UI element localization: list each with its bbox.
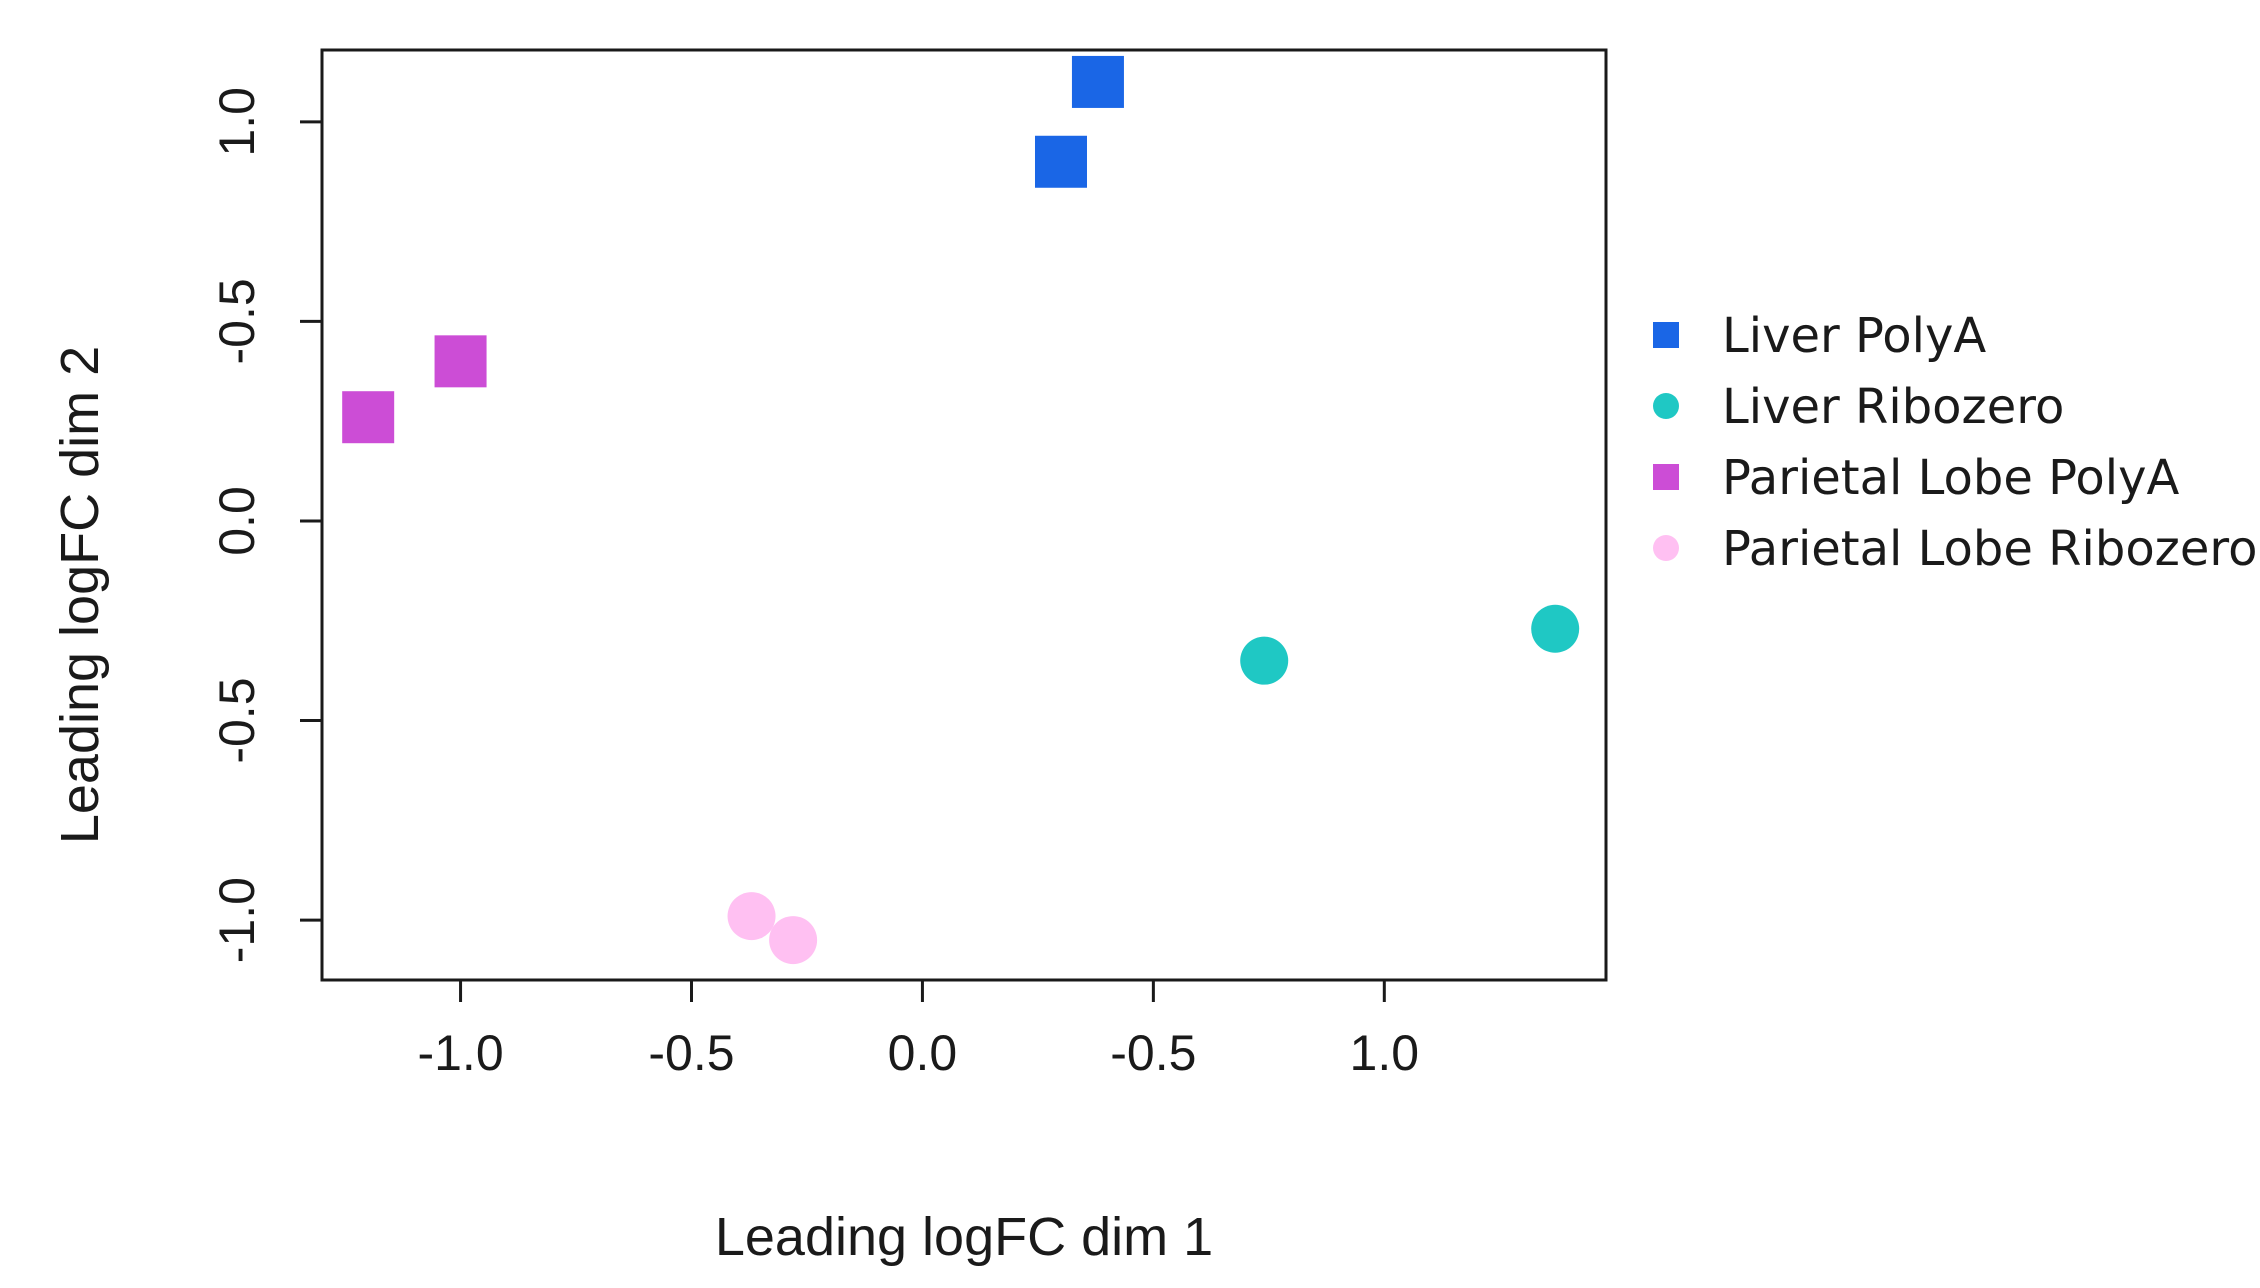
legend: Liver PolyA Liver Ribozero Parietal Lobe P… bbox=[1653, 308, 2257, 577]
x-tick-label: 1.0 bbox=[1350, 1025, 1420, 1081]
x-tick-label: -1.0 bbox=[417, 1025, 503, 1081]
y-tick-label: 1.0 bbox=[209, 87, 265, 157]
y-tick-label: -0.5 bbox=[209, 677, 265, 763]
legend-label: Liver Ribozero bbox=[1722, 379, 2064, 435]
data-point-square bbox=[1071, 55, 1124, 108]
data-point-circle bbox=[1240, 636, 1289, 685]
axes: -1.0 -0.5 0.0 -0.5 1.0 1.0 -0.5 0.0 -0.5 -1.0 Lead… bbox=[50, 48, 1608, 1267]
data-point-circle bbox=[727, 892, 776, 941]
legend-marker-circle bbox=[1653, 535, 1679, 561]
legend-label: Parietal Lobe Ribozero bbox=[1722, 521, 2257, 577]
y-axis-title: Leading logFC dim 2 bbox=[50, 346, 110, 844]
data-point-circle bbox=[1531, 604, 1580, 653]
y-tick-label: -1.0 bbox=[209, 877, 265, 963]
data-point-circle bbox=[769, 916, 818, 965]
legend-label: Liver PolyA bbox=[1722, 308, 1986, 364]
x-tick-label: 0.0 bbox=[888, 1025, 958, 1081]
data-point-square bbox=[342, 391, 395, 444]
y-tick-label: 0.0 bbox=[209, 486, 265, 556]
plot-area bbox=[342, 55, 1580, 965]
legend-marker-square bbox=[1653, 322, 1679, 348]
plot-frame bbox=[320, 48, 1608, 982]
x-tick-label: -0.5 bbox=[648, 1025, 734, 1081]
legend-label: Parietal Lobe PolyA bbox=[1722, 450, 2180, 506]
x-tick-label: -0.5 bbox=[1110, 1025, 1196, 1081]
data-point-square bbox=[434, 335, 487, 388]
y-tick-label: -0.5 bbox=[209, 278, 265, 364]
legend-marker-circle bbox=[1653, 393, 1679, 419]
data-point-square bbox=[1034, 135, 1087, 188]
x-axis-title: Leading logFC dim 1 bbox=[715, 1207, 1213, 1267]
legend-marker-square bbox=[1653, 464, 1679, 490]
